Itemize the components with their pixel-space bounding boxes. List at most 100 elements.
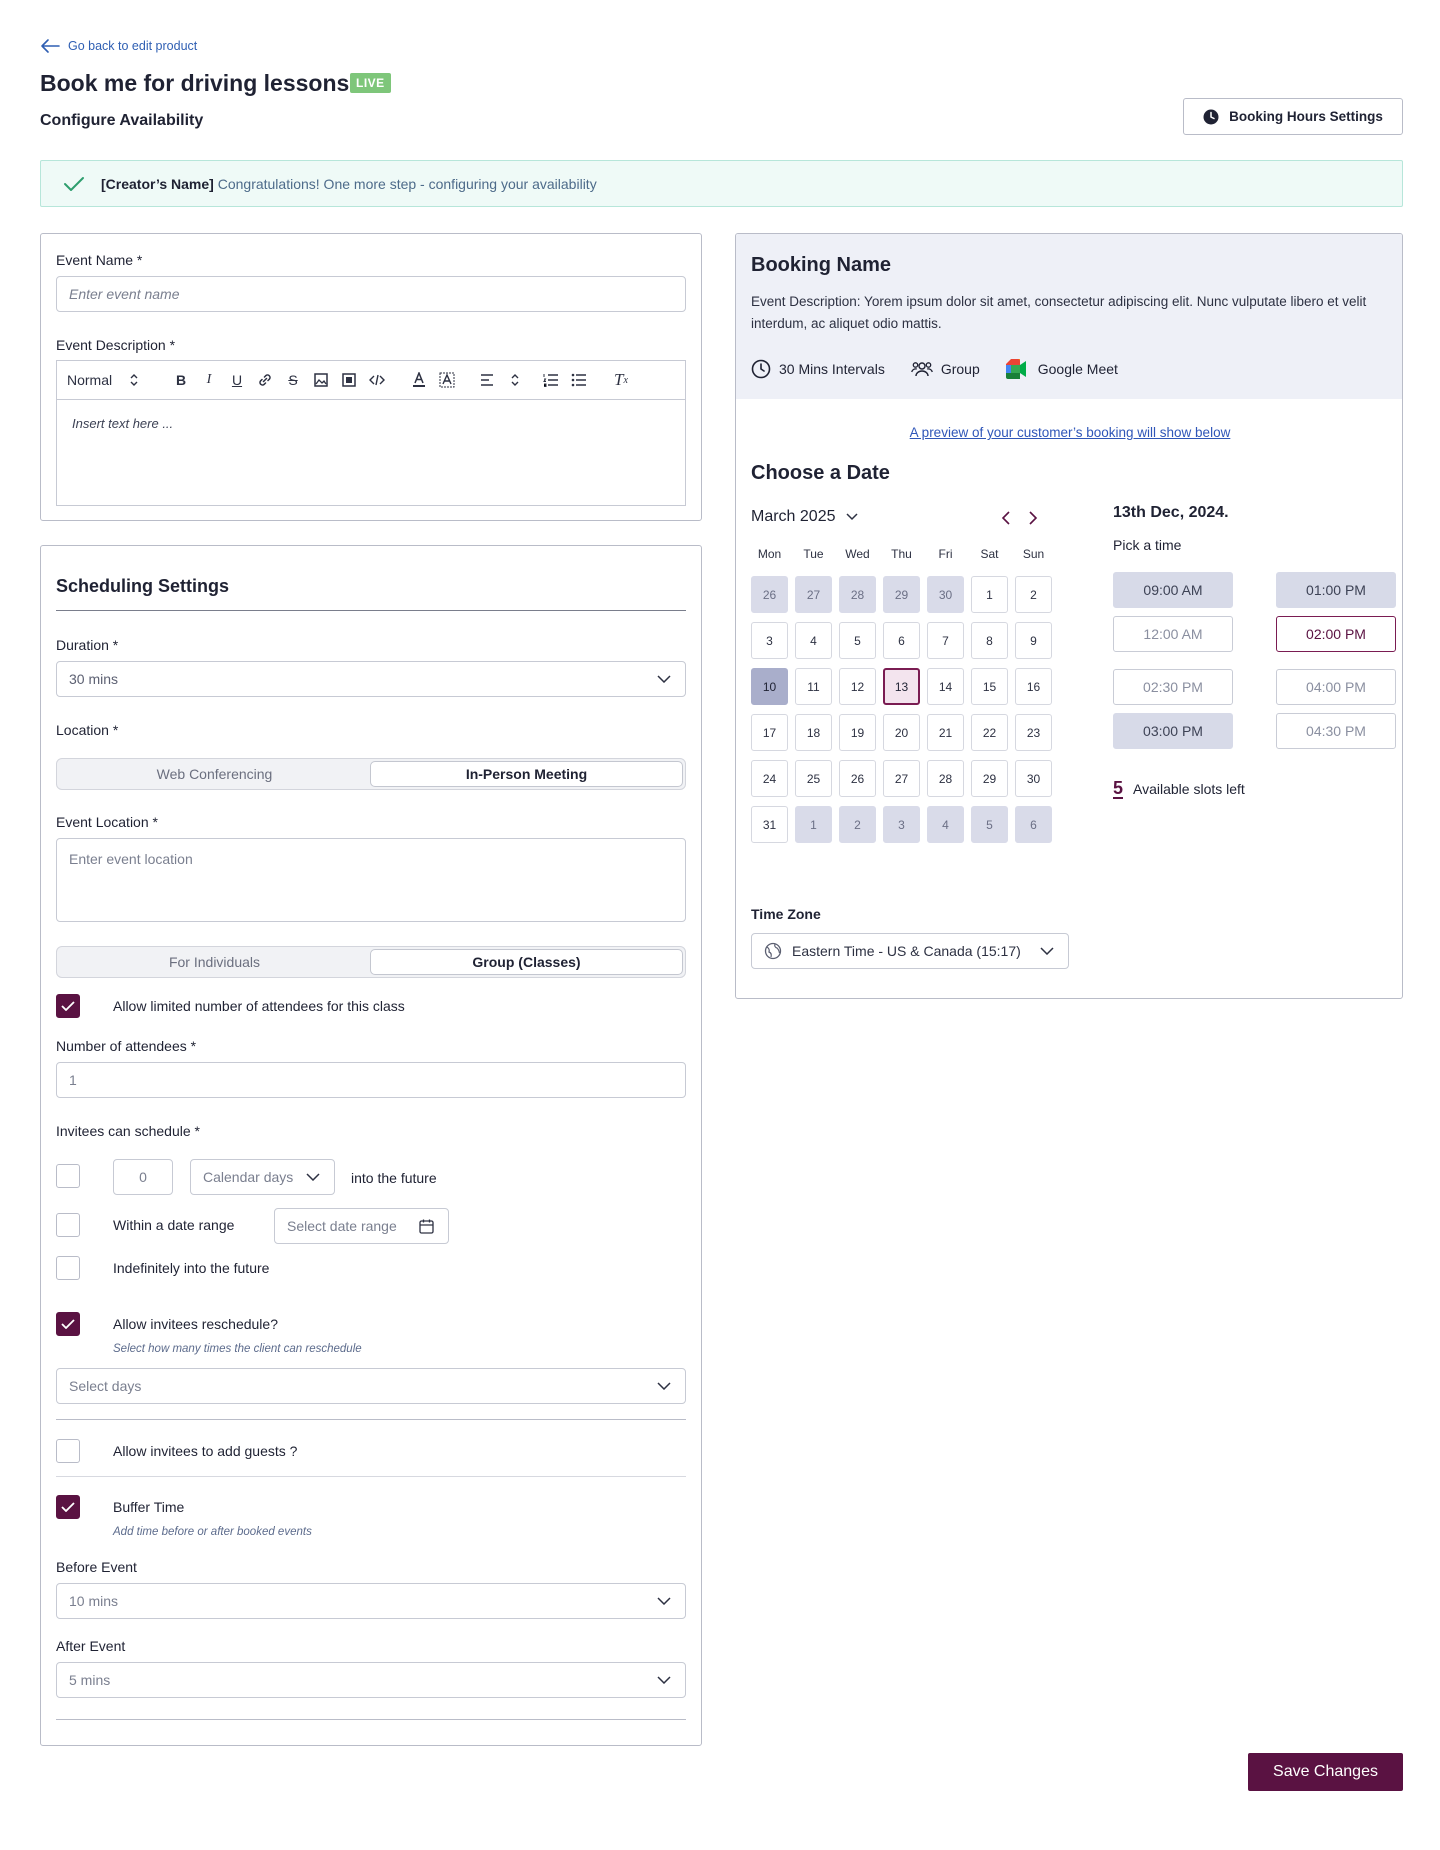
- code-icon[interactable]: [363, 366, 391, 394]
- calendar-day[interactable]: 7: [927, 622, 964, 659]
- align-updown-icon[interactable]: [501, 366, 529, 394]
- calendar-day[interactable]: 6: [883, 622, 920, 659]
- calendar-day-outside[interactable]: 5: [971, 806, 1008, 843]
- before-event-select[interactable]: 10 mins: [56, 1583, 686, 1619]
- add-guests-checkbox[interactable]: [56, 1439, 80, 1463]
- calendar-day[interactable]: 25: [795, 760, 832, 797]
- date-range-checkbox[interactable]: [56, 1213, 80, 1237]
- month-select[interactable]: March 2025: [751, 508, 858, 526]
- duration-select[interactable]: 30 mins: [56, 661, 686, 697]
- calendar-day[interactable]: 17: [751, 714, 788, 751]
- calendar-day-outside[interactable]: 1: [795, 806, 832, 843]
- calendar-day[interactable]: 9: [1015, 622, 1052, 659]
- calendar-day[interactable]: 1: [971, 576, 1008, 613]
- prev-month-icon[interactable]: [1001, 511, 1011, 525]
- event-location-input[interactable]: Enter event location: [56, 838, 686, 922]
- days-count-input[interactable]: 0: [113, 1159, 173, 1195]
- calendar-day-active[interactable]: 13: [883, 668, 920, 705]
- calendar-day[interactable]: 4: [795, 622, 832, 659]
- calendar-day[interactable]: 18: [795, 714, 832, 751]
- bullet-list-icon[interactable]: [565, 366, 593, 394]
- for-individuals-option[interactable]: For Individuals: [168, 954, 261, 970]
- time-slot[interactable]: 09:00 AM: [1113, 572, 1233, 608]
- calendar-day-outside[interactable]: 28: [839, 576, 876, 613]
- next-month-icon[interactable]: [1028, 511, 1038, 525]
- time-slot[interactable]: 12:00 AM: [1113, 616, 1233, 652]
- calendar-day[interactable]: 16: [1015, 668, 1052, 705]
- date-range-input[interactable]: Select date range: [274, 1208, 449, 1244]
- event-name-input[interactable]: Enter event name: [56, 276, 686, 312]
- calendar-day[interactable]: 19: [839, 714, 876, 751]
- clock-icon: [751, 359, 771, 379]
- calendar-day[interactable]: 26: [839, 760, 876, 797]
- indefinitely-checkbox[interactable]: [56, 1256, 80, 1280]
- calendar-day[interactable]: 15: [971, 668, 1008, 705]
- weekday-label: Mon: [757, 547, 782, 561]
- booking-hours-settings-label: Booking Hours Settings: [1229, 109, 1383, 124]
- calendar-day[interactable]: 22: [971, 714, 1008, 751]
- link-icon[interactable]: [251, 366, 279, 394]
- preview-link[interactable]: A preview of your customer’s booking wil…: [909, 425, 1231, 440]
- calendar-day[interactable]: 3: [751, 622, 788, 659]
- buffer-time-checkbox[interactable]: [56, 1495, 80, 1519]
- web-conferencing-option[interactable]: Web Conferencing: [156, 766, 273, 782]
- text-color-icon[interactable]: [405, 366, 433, 394]
- calendar-day[interactable]: 20: [883, 714, 920, 751]
- italic-icon[interactable]: I: [206, 372, 212, 387]
- time-slot[interactable]: 01:00 PM: [1276, 572, 1396, 608]
- booking-hours-settings-button[interactable]: Booking Hours Settings: [1183, 98, 1403, 135]
- calendar-day[interactable]: 5: [839, 622, 876, 659]
- time-slot-selected[interactable]: 02:00 PM: [1276, 616, 1396, 652]
- calendar-day[interactable]: 30: [1015, 760, 1052, 797]
- calendar-day[interactable]: 23: [1015, 714, 1052, 751]
- image-icon[interactable]: [307, 366, 335, 394]
- in-person-option[interactable]: In-Person Meeting: [370, 761, 683, 787]
- highlight-icon[interactable]: [433, 366, 461, 394]
- calendar-day[interactable]: 24: [751, 760, 788, 797]
- calendar-day[interactable]: 28: [927, 760, 964, 797]
- underline-icon[interactable]: U: [231, 372, 243, 388]
- calendar-day-outside[interactable]: 6: [1015, 806, 1052, 843]
- calendar-day-outside[interactable]: 26: [751, 576, 788, 613]
- calendar-day-outside[interactable]: 3: [883, 806, 920, 843]
- calendar-day-selected[interactable]: 10: [751, 668, 788, 705]
- align-left-icon[interactable]: [473, 366, 501, 394]
- strikethrough-icon[interactable]: S: [288, 372, 298, 388]
- video-icon[interactable]: [335, 366, 363, 394]
- attendees-input[interactable]: 1: [56, 1062, 686, 1098]
- save-changes-button[interactable]: Save Changes: [1248, 1753, 1403, 1791]
- time-slot[interactable]: 02:30 PM: [1113, 669, 1233, 705]
- editor-body[interactable]: Insert text here ...: [72, 416, 174, 431]
- calendar-day[interactable]: 27: [883, 760, 920, 797]
- time-slot[interactable]: 04:30 PM: [1276, 713, 1396, 749]
- ordered-list-icon[interactable]: [537, 366, 565, 394]
- calendar-day-outside[interactable]: 29: [883, 576, 920, 613]
- calendar-day[interactable]: 31: [751, 806, 788, 843]
- back-link[interactable]: Go back to edit product: [40, 38, 197, 54]
- timezone-select[interactable]: Eastern Time - US & Canada (15:17): [751, 933, 1069, 969]
- future-days-checkbox[interactable]: [56, 1164, 80, 1188]
- calendar-day[interactable]: 8: [971, 622, 1008, 659]
- calendar-day-outside[interactable]: 27: [795, 576, 832, 613]
- after-event-select[interactable]: 5 mins: [56, 1662, 686, 1698]
- calendar-day-outside[interactable]: 2: [839, 806, 876, 843]
- time-slot[interactable]: 03:00 PM: [1113, 713, 1233, 749]
- bold-icon[interactable]: B: [175, 372, 187, 388]
- format-select[interactable]: Normal: [67, 372, 167, 388]
- time-slot[interactable]: 04:00 PM: [1276, 669, 1396, 705]
- calendar-day[interactable]: 2: [1015, 576, 1052, 613]
- calendar-day-outside[interactable]: 30: [927, 576, 964, 613]
- calendar-day[interactable]: 14: [927, 668, 964, 705]
- calendar-day[interactable]: 29: [971, 760, 1008, 797]
- calendar-day[interactable]: 12: [839, 668, 876, 705]
- allow-limited-checkbox[interactable]: [56, 994, 80, 1018]
- calendar-day-outside[interactable]: 4: [927, 806, 964, 843]
- reschedule-days-select[interactable]: Select days: [56, 1368, 686, 1404]
- days-unit-select[interactable]: Calendar days: [190, 1159, 335, 1195]
- calendar-day[interactable]: 21: [927, 714, 964, 751]
- reschedule-checkbox[interactable]: [56, 1312, 80, 1336]
- group-classes-option[interactable]: Group (Classes): [370, 949, 683, 975]
- calendar-day[interactable]: 11: [795, 668, 832, 705]
- scheduling-settings-card: Scheduling Settings Duration * 30 mins L…: [40, 545, 702, 1746]
